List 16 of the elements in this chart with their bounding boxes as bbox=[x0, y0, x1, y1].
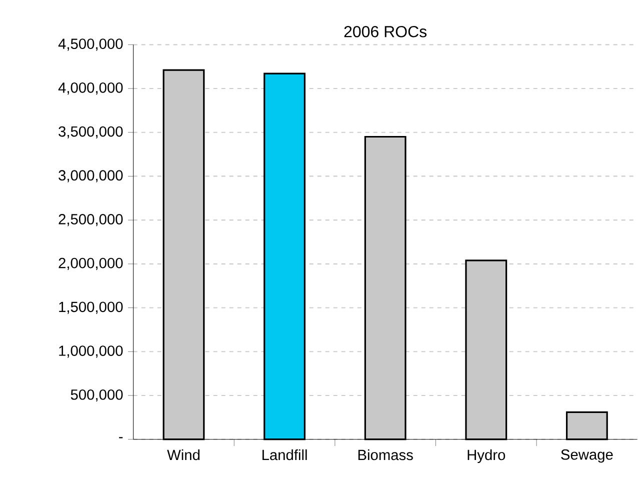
y-tick-label: 2,500,000 bbox=[58, 214, 123, 226]
y-tick-label: 4,000,000 bbox=[58, 82, 123, 95]
y-tick-label: 2,000,000 bbox=[58, 258, 123, 270]
chart-title: 2006 ROCs bbox=[344, 26, 427, 38]
x-tick-label: Biomass bbox=[358, 449, 413, 460]
y-tick-label: 3,500,000 bbox=[58, 126, 123, 138]
x-tick-label: Wind bbox=[167, 449, 200, 460]
y-tick-label: 4,500,000 bbox=[58, 38, 123, 51]
x-tick-label: Hydro bbox=[468, 449, 506, 464]
x-tick-label: Landfill bbox=[262, 449, 307, 460]
y-tick-label: - bbox=[119, 437, 123, 438]
y-tick-label: 1,500,000 bbox=[59, 302, 123, 314]
y-tick-label: 1,000,000 bbox=[59, 346, 123, 358]
y-tick-label: 3,000,000 bbox=[58, 170, 123, 182]
x-tick-label: Sewage bbox=[561, 449, 613, 463]
y-tick-label: 500,000 bbox=[70, 389, 123, 402]
